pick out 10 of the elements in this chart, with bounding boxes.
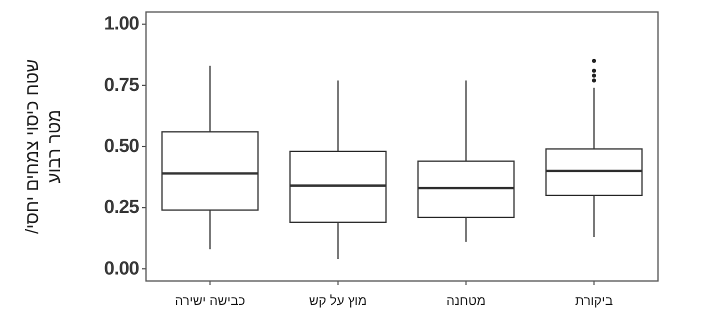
- y-tick-label: 0.50: [104, 136, 139, 157]
- x-tick-label: מטחנה: [446, 293, 486, 308]
- y-axis-title: שטח כיסוי צמחים יחסי/ מטר רבוע: [22, 59, 64, 234]
- x-tick-label: כבישה ישירה: [174, 293, 246, 308]
- y-tick-label: 0.00: [104, 258, 139, 280]
- y-tick-label: 0.75: [104, 74, 140, 96]
- y-tick-label: 0.25: [104, 197, 140, 218]
- x-tick-label: מוץ על קש: [309, 293, 367, 308]
- x-tick-label: ביקורת: [575, 293, 614, 308]
- y-tick-label: 1.00: [104, 14, 139, 35]
